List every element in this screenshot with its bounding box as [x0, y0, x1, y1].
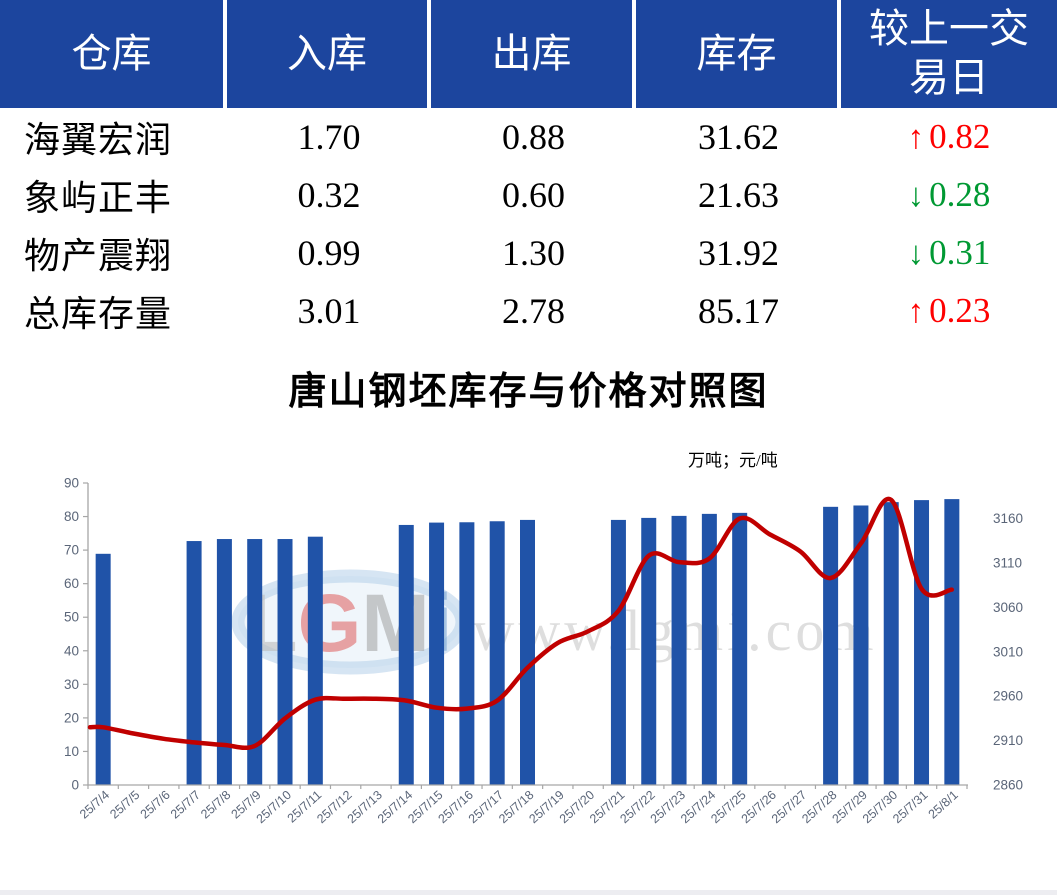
left-axis-tick-label: 20	[64, 710, 79, 725]
left-axis-tick-label: 80	[64, 509, 79, 524]
stock-value: 31.92	[698, 233, 779, 273]
warehouse-name: 海翼宏润	[24, 120, 173, 160]
right-axis-tick-label: 3110	[993, 555, 1022, 570]
change-value: ↓ 0.28	[841, 175, 1057, 215]
table-row: 物产震翔 0.99 1.30 31.92 ↓ 0.31	[0, 224, 1057, 282]
outbound-value: 1.30	[502, 233, 565, 273]
right-axis-tick-label: 3060	[993, 600, 1023, 615]
table-row: 象屿正丰 0.32 0.60 21.63 ↓ 0.28	[0, 166, 1057, 224]
change-value: ↑ 0.23	[841, 291, 1057, 331]
inventory-bar	[307, 536, 323, 785]
right-axis-tick-label: 2910	[993, 733, 1023, 748]
col-header-stock: 库存	[636, 0, 837, 108]
inventory-table: 仓库 入库 出库 库存 较上一交易日 海翼宏润 1.70 0.88 31.62 …	[0, 0, 1057, 340]
col-header-warehouse: 仓库	[0, 0, 223, 108]
inventory-bar	[610, 519, 626, 785]
inventory-bar	[216, 539, 232, 785]
change-amount: 0.31	[929, 233, 991, 272]
inventory-bar	[641, 517, 657, 785]
inventory-bar	[883, 502, 899, 785]
x-axis-date-label: 25/7/31	[890, 788, 930, 826]
outbound-value: 0.88	[502, 117, 565, 157]
stock-value: 31.62	[698, 117, 779, 157]
x-axis-date-label: 25/7/8	[198, 788, 233, 822]
inbound-value: 1.70	[297, 117, 361, 157]
up-arrow-icon: ↑	[907, 294, 925, 330]
inventory-bar	[459, 522, 475, 785]
right-axis-tick-label: 3160	[993, 511, 1023, 526]
change-value: ↑ 0.82	[841, 117, 1057, 157]
outbound-value: 2.78	[502, 291, 565, 331]
right-axis-tick-label: 2960	[993, 689, 1023, 704]
inventory-bar	[853, 505, 869, 785]
left-axis-tick-label: 50	[64, 610, 79, 625]
inventory-bar	[520, 519, 535, 785]
table-header-row: 仓库 入库 出库 库存 较上一交易日	[0, 0, 1057, 108]
down-arrow-icon: ↓	[907, 236, 925, 272]
warehouse-name: 物产震翔	[24, 236, 173, 276]
x-axis-date-label: 25/7/7	[168, 788, 203, 822]
inbound-value: 0.32	[297, 175, 361, 215]
table-row: 总库存量 3.01 2.78 85.17 ↑ 0.23	[0, 282, 1057, 340]
left-axis-tick-label: 60	[64, 576, 79, 591]
bottom-divider	[0, 890, 1057, 895]
right-axis-tick-label: 2860	[993, 778, 1023, 793]
inventory-price-combo-chart: LGMiwww.lgmi.com010203040506070809028602…	[64, 476, 1023, 827]
inventory-bar	[732, 512, 748, 785]
outbound-value: 0.60	[502, 175, 565, 215]
inventory-bar	[186, 541, 202, 785]
change-amount: 0.23	[929, 291, 991, 330]
warehouse-name: 象屿正丰	[24, 178, 173, 218]
left-axis-tick-label: 90	[64, 476, 79, 491]
warehouse-name: 总库存量	[24, 294, 173, 334]
axis-units-label: 万吨；元/吨	[688, 451, 778, 470]
inventory-bar	[277, 539, 293, 785]
inventory-bar	[914, 500, 930, 785]
x-axis-date-label: 25/7/5	[107, 788, 142, 822]
col-header-outbound: 出库	[431, 0, 632, 108]
left-axis-tick-label: 10	[64, 744, 79, 759]
left-axis-tick-label: 40	[64, 643, 79, 658]
x-axis-date-label: 25/7/6	[138, 788, 173, 822]
inventory-bar	[671, 515, 687, 785]
change-amount: 0.28	[929, 175, 991, 214]
inventory-bar	[429, 522, 445, 785]
chart-title: 唐山钢坯库存与价格对照图	[288, 371, 769, 413]
inventory-bar	[823, 506, 839, 785]
x-axis-date-label: 25/8/1	[926, 788, 961, 822]
change-amount: 0.82	[929, 117, 991, 156]
inventory-bar	[944, 499, 960, 785]
stock-value: 21.63	[698, 175, 779, 215]
inventory-bar	[489, 521, 505, 785]
inventory-bar	[398, 524, 414, 785]
left-axis-tick-label: 70	[64, 543, 79, 558]
inbound-value: 0.99	[297, 233, 361, 273]
up-arrow-icon: ↑	[907, 120, 925, 156]
left-axis-tick-label: 0	[71, 778, 79, 793]
left-axis-tick-label: 30	[64, 677, 79, 692]
change-value: ↓ 0.31	[841, 233, 1057, 273]
inbound-value: 3.01	[297, 291, 361, 331]
down-arrow-icon: ↓	[907, 178, 925, 214]
col-header-inbound: 入库	[227, 0, 427, 108]
inventory-bar	[95, 553, 111, 785]
table-row: 海翼宏润 1.70 0.88 31.62 ↑ 0.82	[0, 108, 1057, 166]
stock-value: 85.17	[698, 291, 779, 331]
x-axis-date-label: 25/7/10	[254, 788, 294, 826]
inventory-bar	[247, 539, 263, 785]
col-header-change: 较上一交易日	[841, 0, 1057, 108]
table-body: 海翼宏润 1.70 0.88 31.62 ↑ 0.82 象屿正丰 0.32 0.6…	[0, 108, 1057, 340]
right-axis-tick-label: 3010	[993, 644, 1023, 659]
inventory-bar	[701, 513, 717, 785]
x-axis-date-label: 25/7/4	[77, 788, 112, 822]
price-line	[87, 496, 955, 751]
